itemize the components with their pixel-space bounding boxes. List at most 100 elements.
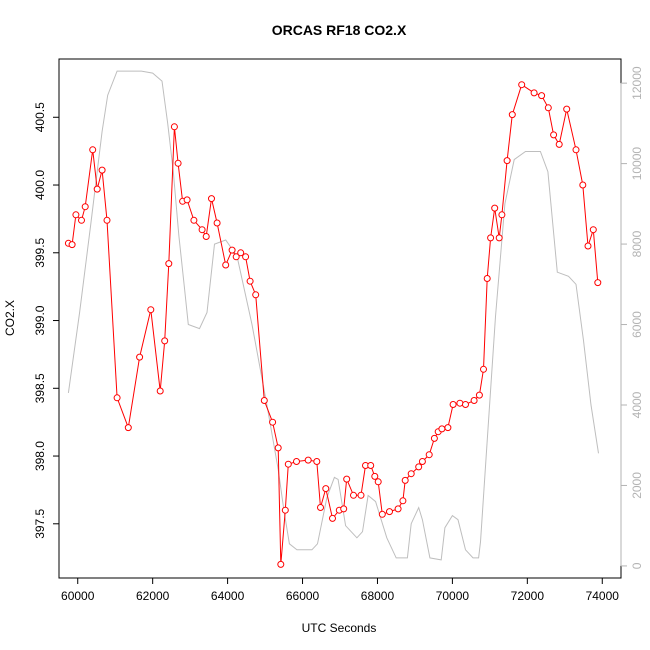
y-tick-label: 400.5 bbox=[33, 102, 47, 132]
data-point bbox=[170, 123, 178, 131]
data-point bbox=[480, 365, 487, 373]
data-point bbox=[281, 506, 289, 514]
data-point bbox=[487, 234, 495, 242]
data-point bbox=[357, 491, 365, 499]
data-point bbox=[418, 458, 426, 465]
y-tick-label: 399.0 bbox=[33, 305, 47, 335]
y-tick-label: 397.5 bbox=[33, 508, 47, 538]
data-point bbox=[449, 401, 457, 408]
data-point bbox=[594, 279, 602, 287]
data-point bbox=[374, 478, 382, 486]
secondary-y-tick-label: 6000 bbox=[630, 311, 644, 338]
data-point bbox=[563, 105, 571, 113]
data-point bbox=[322, 485, 330, 493]
data-point bbox=[208, 195, 215, 203]
data-point bbox=[483, 275, 491, 282]
data-point bbox=[470, 397, 478, 404]
x-tick-label: 68000 bbox=[361, 589, 395, 603]
data-point bbox=[136, 353, 144, 361]
y-tick-label: 398.5 bbox=[33, 373, 47, 403]
y-tick-label: 400.0 bbox=[33, 170, 47, 200]
data-point bbox=[430, 434, 438, 442]
data-point bbox=[293, 458, 300, 465]
data-point bbox=[313, 458, 321, 465]
data-point bbox=[544, 104, 552, 112]
data-point bbox=[401, 476, 409, 484]
x-axis-label: UTC Seconds bbox=[302, 621, 377, 635]
data-point bbox=[538, 92, 546, 100]
data-point bbox=[113, 394, 121, 402]
data-point bbox=[462, 401, 469, 408]
x-axis: 60000 62000 64000 66000 68000 70000 72000 74000 bbox=[61, 577, 620, 603]
x-tick-label: 64000 bbox=[211, 589, 245, 603]
data-point bbox=[246, 277, 254, 285]
x-tick-label: 70000 bbox=[436, 589, 470, 603]
secondary-y-tick-label: 4000 bbox=[630, 391, 644, 418]
data-point bbox=[260, 397, 268, 404]
secondary-y-tick-label: 0 bbox=[630, 562, 644, 569]
data-point bbox=[124, 424, 132, 432]
data-point bbox=[343, 475, 351, 483]
data-point bbox=[190, 216, 198, 224]
data-point bbox=[584, 242, 592, 250]
y-tick-label: 398.0 bbox=[33, 441, 47, 471]
data-point bbox=[304, 456, 312, 464]
data-point bbox=[425, 451, 433, 459]
data-point bbox=[503, 157, 511, 165]
data-point bbox=[284, 460, 292, 468]
secondary-y-tick-label: 8000 bbox=[630, 230, 644, 257]
data-point bbox=[518, 81, 526, 89]
data-point bbox=[394, 505, 402, 513]
chart-title: ORCAS RF18 CO2.X bbox=[272, 22, 407, 38]
series-layer bbox=[64, 70, 602, 568]
data-point bbox=[550, 131, 558, 139]
data-point bbox=[72, 211, 80, 219]
secondary-series-line bbox=[67, 70, 599, 561]
data-point bbox=[508, 111, 516, 119]
x-tick-label: 62000 bbox=[136, 589, 170, 603]
data-point bbox=[572, 146, 580, 154]
secondary-y-axis: 0 2000 4000 6000 8000 10000 12000 bbox=[620, 66, 644, 569]
data-point bbox=[68, 241, 76, 249]
data-point bbox=[555, 140, 563, 148]
data-point bbox=[475, 391, 483, 399]
data-point bbox=[78, 216, 85, 224]
data-point bbox=[378, 510, 386, 518]
data-point bbox=[174, 159, 182, 167]
data-point bbox=[579, 181, 587, 189]
data-point bbox=[222, 261, 230, 269]
data-point bbox=[407, 470, 415, 478]
y-axis-label: CO2.X bbox=[3, 300, 17, 336]
data-point bbox=[156, 387, 164, 395]
data-point bbox=[228, 246, 236, 254]
data-point bbox=[386, 508, 393, 516]
data-point bbox=[198, 226, 206, 234]
data-point bbox=[589, 226, 597, 234]
data-point bbox=[103, 216, 111, 224]
data-point bbox=[202, 233, 210, 240]
data-point bbox=[495, 234, 503, 242]
data-point bbox=[183, 196, 191, 204]
data-point bbox=[456, 399, 464, 407]
data-point bbox=[232, 253, 240, 261]
data-point bbox=[277, 560, 285, 568]
data-point bbox=[269, 418, 277, 426]
data-point bbox=[498, 211, 506, 219]
data-point bbox=[350, 491, 357, 499]
x-tick-label: 66000 bbox=[286, 589, 320, 603]
x-tick-label: 74000 bbox=[586, 589, 620, 603]
data-point bbox=[147, 306, 155, 314]
data-point bbox=[165, 260, 173, 268]
data-point bbox=[89, 146, 97, 154]
data-point bbox=[530, 89, 538, 97]
secondary-y-tick-label: 2000 bbox=[630, 472, 644, 499]
data-point bbox=[98, 166, 106, 174]
data-point bbox=[399, 497, 407, 505]
secondary-y-tick-label: 12000 bbox=[630, 66, 644, 100]
data-point bbox=[491, 204, 499, 212]
data-point bbox=[274, 444, 282, 452]
data-point bbox=[371, 472, 379, 480]
secondary-y-tick-label: 10000 bbox=[630, 147, 644, 181]
data-point bbox=[329, 514, 336, 522]
